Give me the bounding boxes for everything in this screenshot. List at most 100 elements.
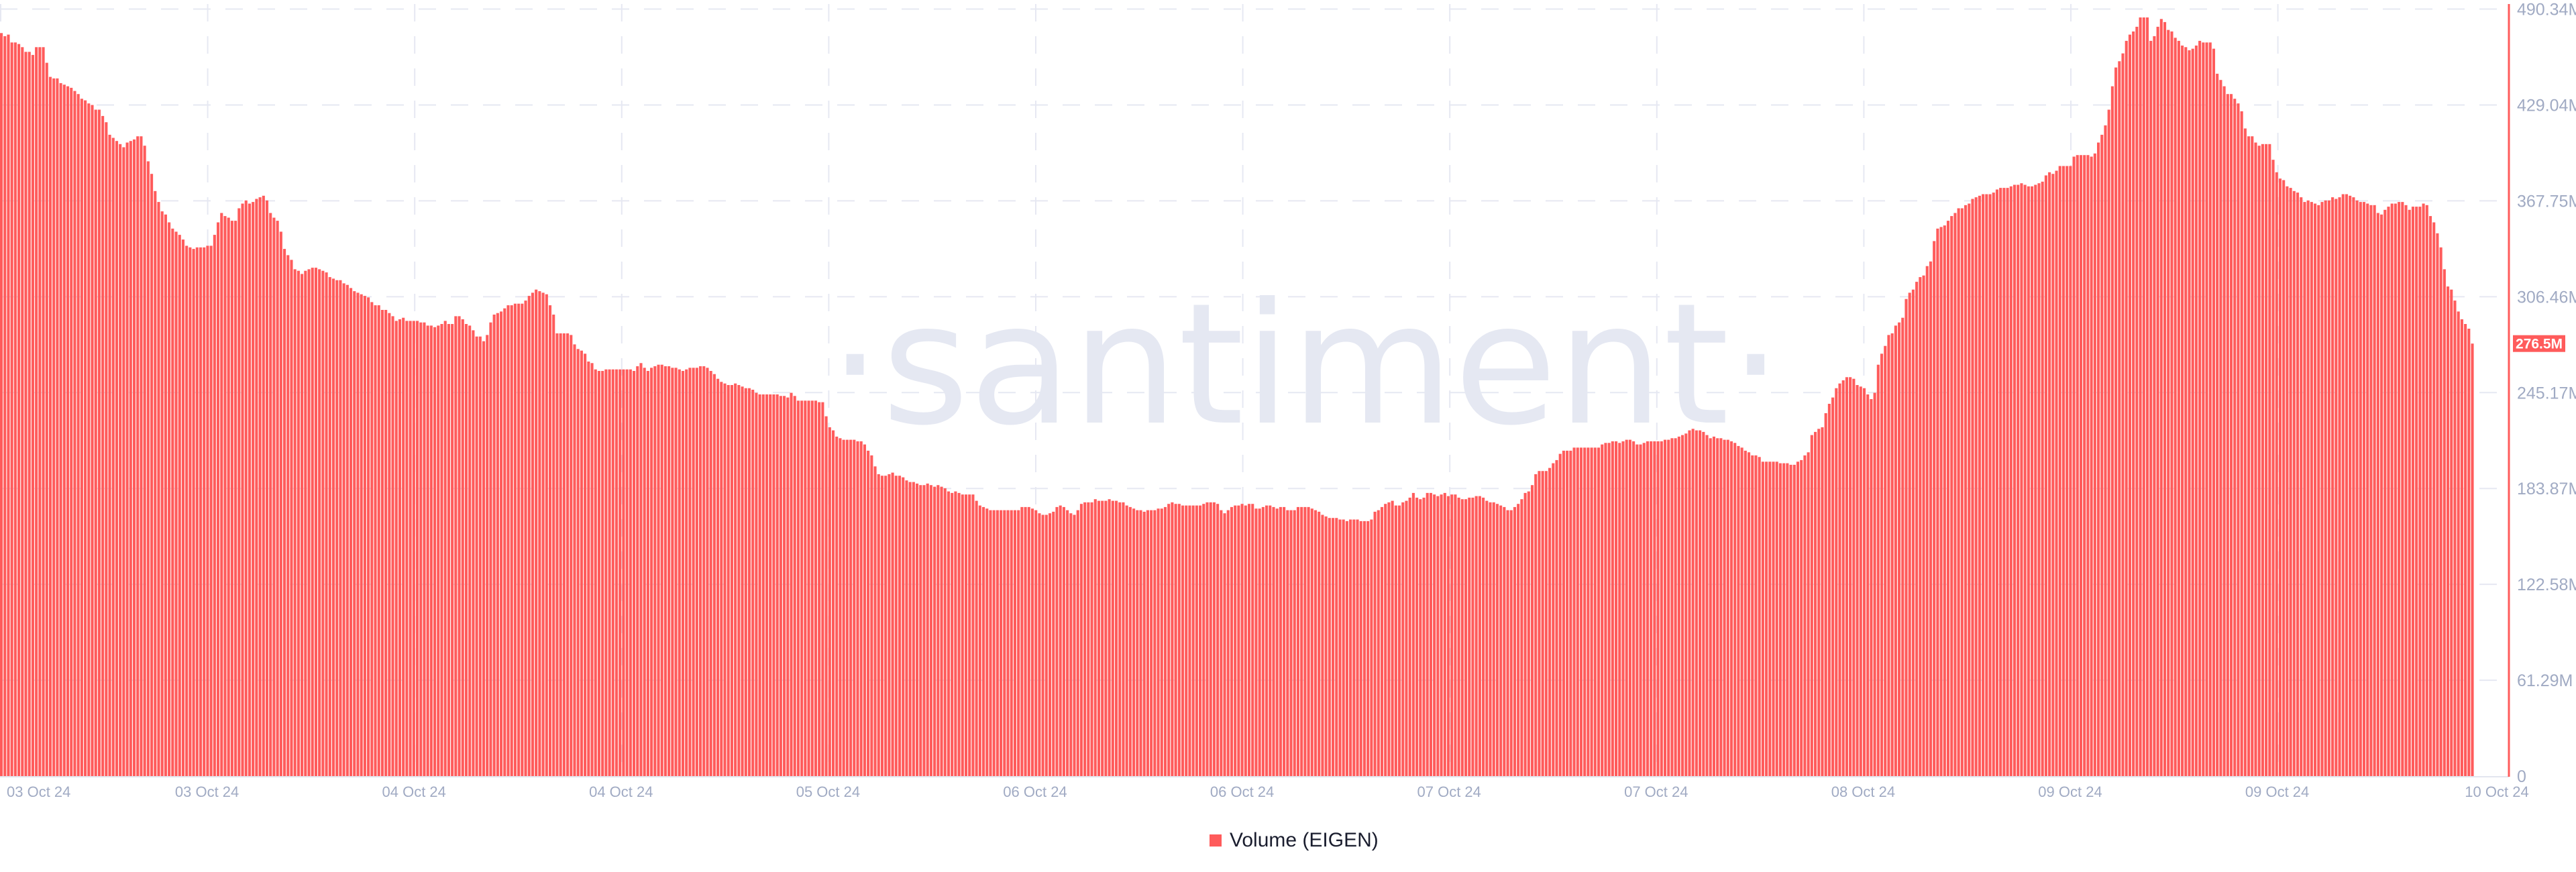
volume-bar [2205,42,2208,776]
volume-bar [2135,26,2139,776]
volume-bar [2181,45,2184,776]
volume-bar [839,438,842,776]
volume-bar [1398,505,1401,776]
volume-bar [1411,492,1415,776]
volume-bar [902,477,905,776]
volume-bar [2411,207,2414,777]
volume-bar [1807,452,1810,776]
volume-bar [608,369,611,776]
volume-bar [1313,510,1318,776]
volume-bar [667,366,671,776]
volume-bar [2338,197,2341,777]
volume-bar [1911,289,1915,776]
volume-bar [894,476,898,776]
volume-bar [1495,504,1499,776]
volume-bar [1530,485,1534,776]
volume-bar [954,491,957,776]
volume-bar [1167,504,1171,776]
volume-bar [2034,184,2037,776]
volume-bar [761,394,765,776]
volume-bar [978,505,981,776]
volume-bar [590,363,594,776]
volume-bar [1702,431,1705,776]
volume-bar [2226,94,2229,776]
volume-bar [73,91,76,777]
volume-bar [1880,353,1884,776]
volume-bar [1699,430,1702,776]
volume-bar [1269,505,1272,776]
santiment-watermark: ·santiment· [828,267,1782,462]
volume-bar [367,297,370,776]
volume-bar [1034,510,1038,776]
volume-bar [1052,511,1055,776]
volume-bar [2398,202,2401,777]
volume-bar [2076,155,2079,776]
volume-bar [286,255,290,776]
volume-bar [209,246,213,776]
volume-bar [2031,186,2034,776]
volume-bar [706,368,709,776]
volume-bar [845,439,849,776]
volume-bar [1220,510,1223,776]
volume-bar [2139,17,2142,776]
volume-bar [1919,277,1922,777]
volume-bar [1146,510,1149,776]
volume-bar [409,321,412,776]
volume-bar [1332,518,1335,776]
volume-bar [1362,521,1366,776]
volume-bar [916,483,919,776]
volume-bar [807,400,810,776]
volume-bar [1342,519,1345,776]
volume-bar [1841,380,1845,776]
volume-bar [891,472,894,776]
volume-bar [1293,510,1296,776]
volume-bar [478,336,482,776]
volume-bar [859,441,863,776]
volume-bar [1992,193,1995,777]
volume-bar [996,510,999,776]
volume-bar [304,270,307,776]
volume-bar [1384,504,1387,776]
volume-bar [538,291,541,777]
volume-bar [2233,99,2237,776]
volume-bar [775,394,779,776]
volume-bar [1621,441,1625,776]
volume-bar [821,402,824,776]
volume-bar [35,47,38,776]
volume-bar [1020,506,1024,776]
volume-bar [2380,214,2383,776]
volume-bar [94,109,97,776]
volume-bar [727,385,730,776]
volume-bar [1597,447,1601,776]
volume-bar [1870,399,1873,776]
volume-bar [555,333,559,776]
volume-bar [1509,510,1513,776]
volume-bar [1974,197,1978,777]
volume-bar [2202,42,2205,776]
volume-bar [849,439,853,776]
volume-bar [1946,221,1950,777]
volume-bar [1010,510,1013,776]
volume-bar [510,305,513,777]
volume-bar [101,115,105,776]
volume-bar [535,289,538,776]
y-tick-label: 306.46M [2517,288,2576,307]
volume-bar [363,296,366,777]
volume-bar [272,217,276,776]
volume-bar [433,327,437,776]
volume-bar [489,322,492,776]
x-tick-label: 03 Oct 24 [175,783,239,800]
volume-bar [884,476,888,776]
volume-bar [1044,514,1048,776]
volume-bar [2097,142,2100,776]
volume-bar [1003,510,1006,776]
legend[interactable]: Volume (EIGEN) [1210,829,1379,852]
volume-bar [108,134,111,776]
volume-bar [692,368,695,776]
volume-bar [964,494,968,776]
volume-bar [475,336,478,776]
volume-bar [2422,203,2425,776]
volume-bar [1111,500,1114,776]
volume-bar [712,374,716,776]
